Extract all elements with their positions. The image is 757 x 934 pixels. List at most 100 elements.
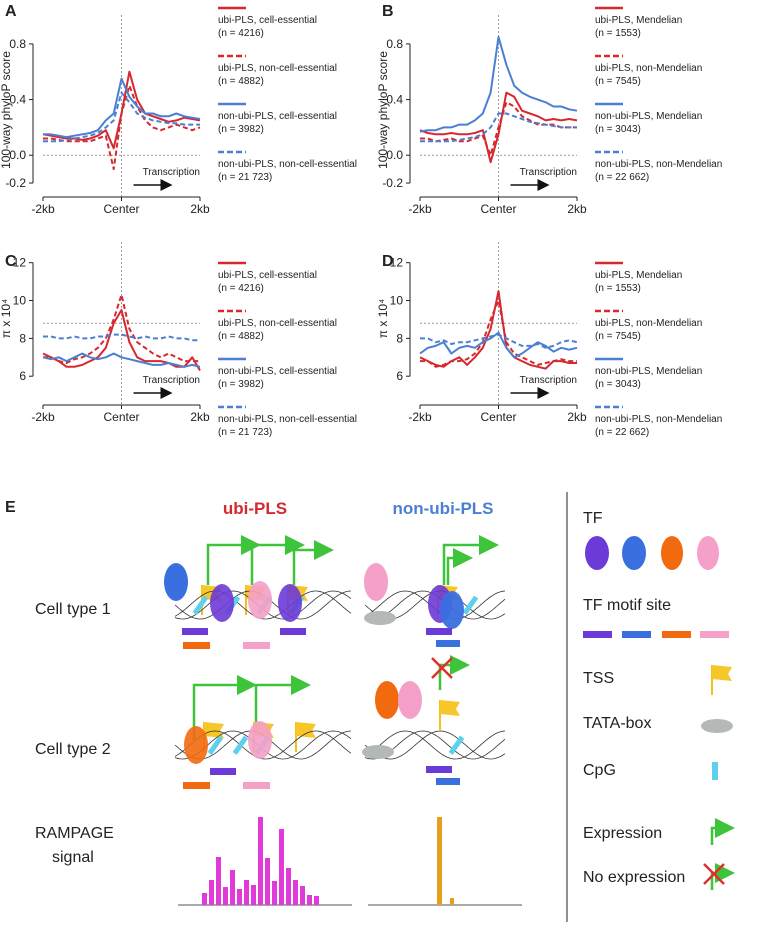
- y-tick-label: 12: [390, 256, 404, 270]
- diagram-art: [164, 535, 735, 890]
- tss-flag: [712, 665, 732, 681]
- series-line: [419, 331, 578, 359]
- y-axis-label: 100-way phyloP score: [376, 51, 390, 169]
- legend-label: non-ubi-PLS, non-cell-essential: [218, 414, 357, 425]
- series-line: [43, 333, 200, 342]
- legend-label: ubi-PLS, non-cell-essential: [218, 318, 337, 329]
- y-axis-label: π x 10⁴: [0, 299, 13, 338]
- legend-label: TATA-box: [583, 715, 651, 732]
- legend-label: ubi-PLS, non-Mendelian: [595, 63, 702, 74]
- legend-label: TSS: [583, 670, 614, 687]
- series-line: [420, 299, 577, 368]
- motif-site: [243, 642, 270, 649]
- expression-arrow: [292, 540, 334, 585]
- legend-label: ubi-PLS, non-cell-essential: [218, 63, 337, 74]
- tf: [248, 581, 272, 619]
- tf: [184, 726, 208, 764]
- x-tick-label: 2kb: [190, 202, 210, 216]
- legend-label: non-ubi-PLS, Mendelian: [595, 366, 702, 377]
- legend-count: (n = 4216): [218, 28, 264, 39]
- y-tick-label: 6: [19, 369, 26, 383]
- legend-label: ubi-PLS, non-Mendelian: [595, 318, 702, 329]
- legend-count: (n = 21 723): [218, 427, 272, 438]
- x-tick-label: 2kb: [567, 202, 587, 216]
- motif-site: [210, 768, 236, 775]
- column-title: ubi-PLS: [223, 499, 287, 518]
- legend-count: (n = 3982): [218, 379, 264, 390]
- cpg: [232, 735, 249, 755]
- panel-label: C: [5, 253, 17, 270]
- legend-label: ubi-PLS, Mendelian: [595, 15, 682, 26]
- legend-count: (n = 22 662): [595, 172, 649, 183]
- motif-site: [183, 782, 210, 789]
- y-axis-label: π x 10⁴: [376, 299, 390, 338]
- series-line: [43, 84, 201, 171]
- tss-flag: [296, 722, 316, 738]
- legend-label: Expression: [583, 825, 662, 842]
- row-label: RAMPAGE: [35, 825, 114, 842]
- legend-label: non-ubi-PLS, non-cell-essential: [218, 159, 357, 170]
- legend-count: (n = 21 723): [218, 172, 272, 183]
- x-tick-label: -2kb: [31, 410, 55, 424]
- legend-label: TF motif site: [583, 597, 671, 614]
- panel-label: B: [382, 3, 394, 20]
- legend-count: (n = 1553): [595, 28, 641, 39]
- expression-arrow: [442, 535, 499, 585]
- tf: [248, 721, 272, 759]
- tf: [278, 584, 302, 622]
- column-title: non-ubi-PLS: [392, 499, 493, 518]
- motif-site: [183, 642, 210, 649]
- series-line: [42, 352, 201, 368]
- legend-label: No expression: [583, 869, 685, 886]
- y-tick-label: 6: [396, 369, 403, 383]
- expression-arrow: [446, 548, 473, 585]
- x-tick-label: Center: [103, 202, 139, 216]
- y-tick-label: 12: [13, 256, 27, 270]
- legend-label: CpG: [583, 762, 616, 779]
- legend-count: (n = 3043): [595, 124, 641, 135]
- x-tick-label: Center: [103, 410, 139, 424]
- tf: [364, 563, 388, 601]
- legend-count: (n = 1553): [595, 283, 641, 294]
- expression-arrow: [250, 535, 305, 585]
- x-tick-label: 2kb: [567, 410, 587, 424]
- tf: [375, 681, 399, 719]
- x-tick-label: -2kb: [31, 202, 55, 216]
- legend-count: (n = 4882): [218, 76, 264, 87]
- rampage-signal: [178, 817, 522, 906]
- series-line: [43, 91, 200, 143]
- motif-site: [436, 778, 460, 785]
- motif-site: [182, 628, 208, 635]
- legend-label: non-ubi-PLS, cell-essential: [218, 111, 337, 122]
- no-expression-x: [431, 657, 453, 679]
- legend-count: (n = 4216): [218, 283, 264, 294]
- motif-site: [436, 640, 460, 647]
- expression-arrow: [192, 675, 257, 740]
- series-line: [420, 333, 578, 349]
- series-line: [42, 309, 201, 372]
- row-label: Cell type 2: [35, 741, 111, 758]
- dna-strand: [174, 590, 352, 620]
- annotation: Transcription: [520, 167, 577, 178]
- legend-count: (n = 3982): [218, 124, 264, 135]
- legend-label: non-ubi-PLS, Mendelian: [595, 111, 702, 122]
- tata-box: [364, 611, 396, 625]
- y-tick-label: 0.8: [9, 37, 26, 51]
- series-line: [419, 290, 577, 370]
- legend-label: non-ubi-PLS, non-Mendelian: [595, 159, 722, 170]
- series-line: [43, 293, 200, 364]
- legend-label: ubi-PLS, cell-essential: [218, 15, 317, 26]
- cpg: [448, 735, 465, 755]
- series-line: [419, 36, 578, 133]
- y-tick-label: 0.0: [9, 148, 26, 162]
- tf: [398, 681, 422, 719]
- y-tick-label: 8: [19, 331, 26, 345]
- legend-count: (n = 3043): [595, 379, 641, 390]
- panel-label: E: [5, 499, 16, 516]
- cpg: [192, 595, 209, 615]
- legend-count: (n = 7545): [595, 331, 641, 342]
- annotation: Transcription: [520, 375, 577, 386]
- annotation: Transcription: [143, 167, 200, 178]
- x-tick-label: 2kb: [190, 410, 210, 424]
